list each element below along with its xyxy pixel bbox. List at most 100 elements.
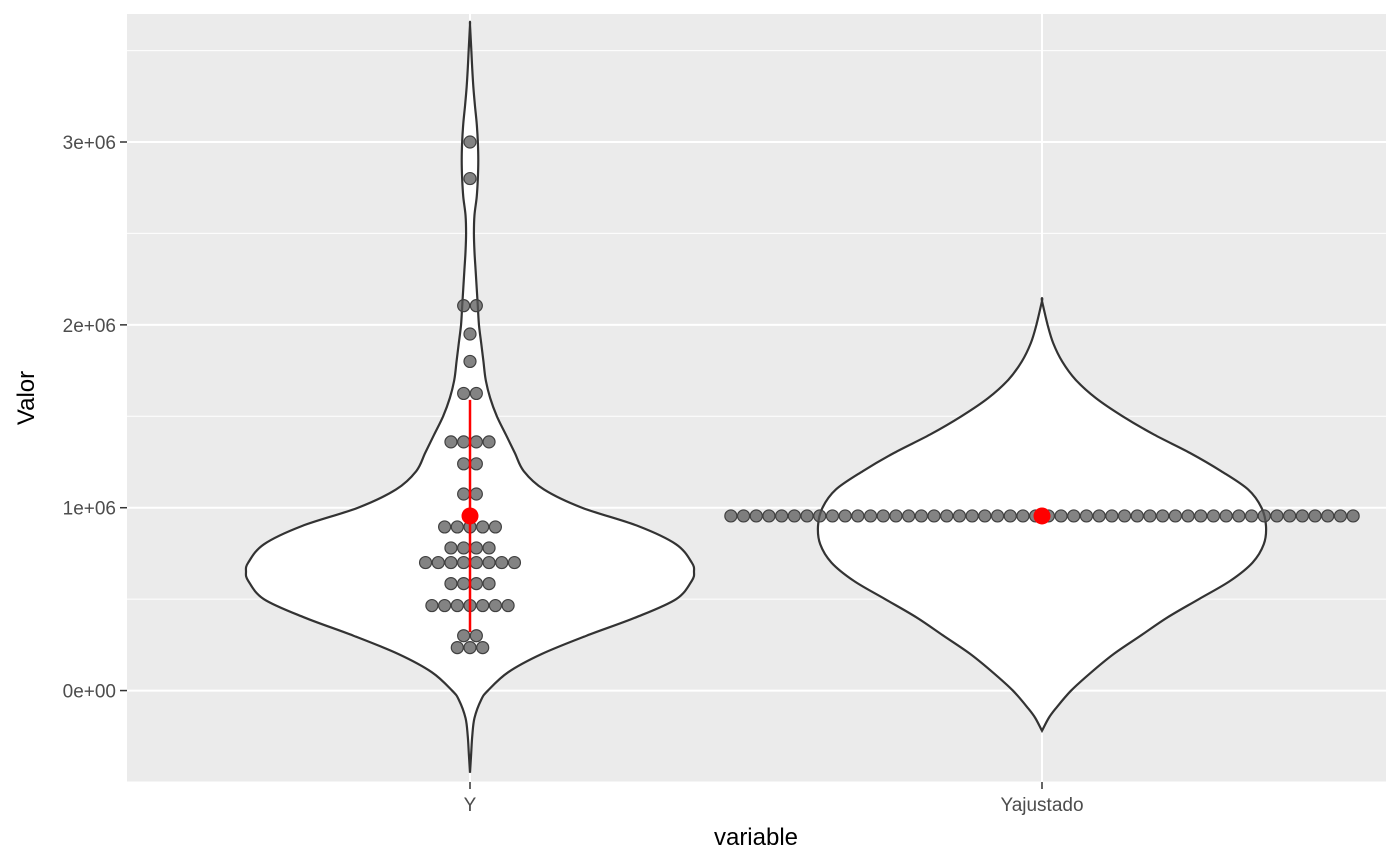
data-point (469, 299, 483, 313)
data-point (1308, 509, 1322, 523)
data-point (724, 509, 738, 523)
data-point (450, 640, 464, 655)
data-point (775, 509, 789, 523)
data-point (1206, 509, 1221, 523)
y-axis-title: Valor (13, 371, 40, 425)
data-point (457, 386, 471, 401)
data-point (457, 555, 471, 570)
data-point (507, 555, 522, 570)
data-point (425, 598, 439, 613)
data-point (1054, 509, 1068, 523)
data-point (1194, 509, 1208, 523)
plot-panel (127, 14, 1386, 782)
data-point (1168, 509, 1182, 523)
data-point (457, 629, 471, 643)
data-point (457, 487, 471, 501)
data-point (1295, 509, 1309, 523)
data-point (444, 555, 458, 570)
data-point (838, 509, 852, 523)
data-point (1333, 509, 1348, 523)
x-tick-label: Yajustado (1000, 795, 1083, 816)
data-point (927, 509, 941, 523)
mean-point (461, 507, 479, 525)
data-point (501, 598, 515, 613)
data-point (469, 386, 483, 401)
data-point (940, 509, 954, 523)
data-point (457, 576, 471, 591)
data-point (902, 509, 916, 523)
x-tick-label: Y (464, 795, 477, 816)
summary-layer (461, 399, 1051, 633)
data-point (1067, 509, 1081, 523)
data-point (482, 555, 496, 570)
data-point (1219, 509, 1233, 523)
data-point (463, 171, 477, 186)
data-point (800, 509, 814, 523)
data-point (914, 509, 928, 523)
data-point (457, 299, 471, 313)
data-point (1016, 509, 1030, 523)
data-point (469, 576, 483, 591)
data-point (1270, 509, 1284, 523)
data-point (476, 598, 490, 613)
data-point (495, 555, 509, 570)
data-point (438, 520, 452, 534)
data-point (1181, 509, 1195, 523)
data-point (444, 576, 458, 591)
data-point (978, 509, 992, 523)
data-point (450, 520, 464, 534)
y-tick-label: 1e+06 (63, 499, 116, 520)
data-point (463, 327, 477, 341)
data-point (762, 509, 776, 523)
data-point (469, 629, 483, 643)
data-point (990, 509, 1005, 523)
data-point (952, 509, 967, 523)
data-point (889, 509, 903, 523)
data-point (863, 509, 878, 523)
data-point (438, 598, 452, 613)
data-point (749, 509, 763, 523)
data-point (418, 555, 433, 570)
data-point (825, 509, 840, 523)
data-point (1156, 509, 1170, 523)
data-point (476, 640, 490, 655)
data-point (463, 135, 477, 149)
data-point (444, 541, 458, 555)
data-point (444, 435, 458, 449)
data-point (787, 509, 801, 523)
data-point (482, 435, 496, 449)
mean-point (1033, 507, 1051, 525)
data-point (457, 457, 471, 471)
data-point (469, 457, 483, 471)
data-point (1079, 509, 1094, 523)
data-point (1117, 509, 1132, 523)
x-axis-title: variable (714, 824, 798, 851)
data-point (1143, 509, 1157, 523)
data-point (457, 435, 471, 449)
data-point (1092, 509, 1106, 523)
data-point (1257, 509, 1271, 523)
data-point (1321, 509, 1335, 523)
data-point (813, 509, 827, 523)
data-point (1232, 509, 1246, 523)
y-tick-label: 0e+00 (63, 682, 116, 703)
data-point (488, 520, 502, 534)
data-point (469, 435, 483, 449)
data-point (876, 509, 890, 523)
data-point (1283, 509, 1297, 523)
data-point (1244, 509, 1259, 523)
data-point (476, 520, 490, 534)
data-point (469, 487, 483, 501)
data-point (469, 555, 483, 570)
data-point (1105, 509, 1119, 523)
data-point (457, 541, 471, 555)
data-point (965, 509, 979, 523)
data-point (736, 509, 751, 523)
data-point (469, 541, 483, 555)
axes: 0e+00 1e+06 2e+06 3e+06 Y Yajustado (63, 133, 1084, 816)
data-point (463, 640, 477, 655)
data-point (450, 598, 464, 613)
data-point (431, 555, 445, 570)
data-point (463, 354, 477, 369)
